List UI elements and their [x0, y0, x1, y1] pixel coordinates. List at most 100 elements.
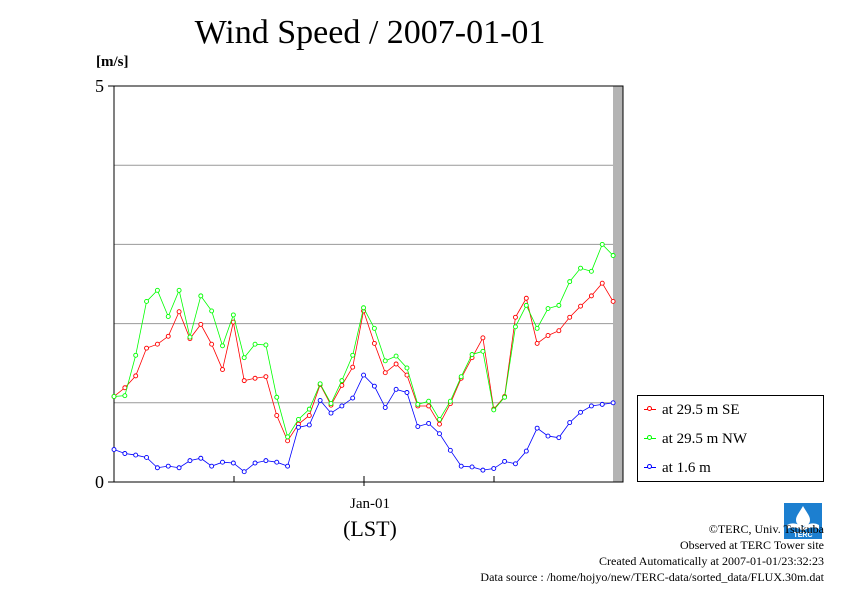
footer-created: Created Automatically at 2007-01-01/23:3… [599, 554, 824, 568]
data-point-2-46 [610, 400, 616, 406]
data-point-1-6 [176, 287, 182, 293]
data-point-0-26 [393, 361, 399, 367]
data-point-1-43 [578, 265, 583, 271]
data-point-0-9 [209, 341, 215, 347]
data-point-0-24 [371, 340, 377, 346]
data-point-0-5 [165, 333, 171, 339]
data-point-2-37 [513, 461, 518, 467]
data-point-2-28 [415, 424, 421, 430]
data-point-2-3 [144, 454, 150, 460]
data-point-2-9 [209, 463, 215, 469]
data-point-1-13 [252, 341, 258, 347]
legend-marker-se [647, 406, 652, 411]
legend-marker-low [647, 464, 652, 469]
logo-text: TERC [793, 532, 812, 539]
data-point-1-40 [545, 306, 551, 312]
data-point-1-31 [447, 398, 453, 404]
data-point-2-13 [252, 460, 258, 466]
data-point-1-2 [133, 352, 139, 358]
axis-layer: 05 [95, 76, 495, 492]
x-tick-label: Jan-01 [350, 496, 390, 512]
data-point-1-27 [404, 365, 410, 371]
data-point-2-26 [393, 386, 399, 392]
data-point-0-37 [513, 314, 518, 320]
data-point-1-42 [567, 279, 573, 285]
data-point-1-24 [371, 325, 377, 331]
data-point-1-21 [339, 378, 345, 384]
legend-box: at 29.5 m SE at 29.5 m NW at 1.6 m [637, 395, 824, 482]
x-axis-label: (LST) [343, 516, 397, 541]
data-point-1-15 [274, 394, 280, 400]
data-point-1-46 [610, 253, 616, 258]
legend-label-nw: at 29.5 m NW [662, 431, 747, 447]
data-point-0-46 [610, 298, 616, 304]
grid-layer [114, 164, 623, 404]
data-point-2-12 [241, 469, 247, 475]
data-point-0-41 [556, 328, 562, 334]
footer-credits: ©TERC, Univ. Tsukuba Observed at TERC To… [480, 521, 824, 585]
data-point-1-36 [502, 394, 508, 400]
data-point-1-37 [513, 324, 518, 330]
legend-item-nw: at 29.5 m NW [638, 429, 823, 449]
data-point-0-10 [220, 367, 225, 372]
data-point-2-20 [328, 410, 334, 416]
data-point-1-5 [165, 314, 171, 319]
data-point-0-3 [144, 345, 150, 351]
data-point-1-14 [263, 342, 269, 348]
data-point-2-24 [371, 383, 377, 389]
data-point-2-17 [296, 424, 301, 430]
data-point-0-2 [133, 373, 139, 379]
data-point-0-39 [534, 340, 540, 346]
data-point-0-34 [480, 335, 486, 341]
data-point-2-38 [523, 448, 529, 454]
data-point-2-29 [426, 420, 432, 426]
data-point-2-30 [437, 431, 442, 437]
data-point-1-19 [317, 381, 323, 387]
data-point-0-18 [306, 413, 312, 418]
data-point-2-45 [599, 401, 605, 407]
data-point-0-8 [198, 321, 204, 327]
data-point-1-44 [588, 268, 594, 274]
legend-item-se: at 29.5 m SE [638, 400, 823, 420]
data-point-1-4 [154, 287, 160, 293]
data-point-2-32 [458, 463, 464, 469]
missing-data-band [613, 86, 623, 482]
data-point-0-4 [154, 341, 160, 347]
data-point-0-22 [350, 364, 356, 370]
data-point-2-39 [534, 425, 540, 431]
data-point-2-18 [306, 422, 312, 428]
data-point-2-43 [578, 409, 583, 415]
plot-frame [113, 85, 624, 483]
terc-logo-icon: TERC [784, 503, 822, 539]
series-line-2 [113, 374, 614, 473]
data-point-0-14 [263, 374, 269, 380]
data-point-2-1 [122, 451, 128, 456]
data-point-1-33 [469, 352, 475, 357]
legend-marker-nw [647, 435, 652, 440]
data-point-1-39 [534, 325, 540, 331]
data-point-2-14 [263, 458, 269, 464]
data-point-1-41 [556, 302, 562, 308]
data-point-1-20 [328, 401, 334, 407]
y-tick-label: 0 [95, 472, 104, 492]
y-unit-label: [m/s] [96, 54, 129, 70]
data-point-1-29 [426, 398, 432, 404]
data-point-2-35 [491, 466, 497, 471]
data-point-1-38 [523, 302, 529, 308]
data-point-1-11 [230, 312, 236, 318]
footer-source: Data source : /home/hojyo/new/TERC-data/… [480, 570, 824, 584]
data-point-1-12 [241, 355, 247, 361]
data-point-2-41 [556, 435, 562, 441]
data-point-2-8 [198, 455, 204, 461]
data-point-2-21 [339, 403, 345, 409]
data-point-0-6 [176, 309, 182, 315]
data-point-1-7 [187, 334, 193, 340]
data-point-1-34 [480, 348, 486, 354]
data-point-1-30 [437, 416, 442, 422]
data-point-0-42 [567, 314, 573, 320]
data-point-0-15 [274, 413, 280, 418]
data-point-2-22 [350, 395, 356, 401]
data-point-2-40 [545, 433, 551, 439]
data-point-2-42 [567, 420, 573, 426]
